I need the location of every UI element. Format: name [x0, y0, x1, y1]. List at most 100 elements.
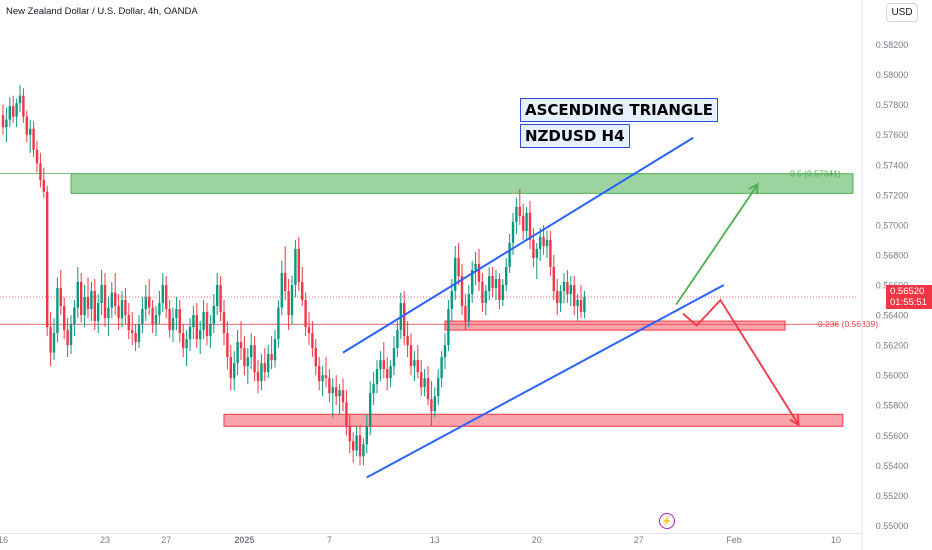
candle[interactable]: [556, 279, 559, 316]
candle[interactable]: [318, 357, 321, 391]
candle[interactable]: [457, 242, 460, 286]
candle[interactable]: [413, 351, 416, 382]
candle[interactable]: [219, 275, 222, 322]
candle[interactable]: [66, 318, 69, 358]
candle[interactable]: [250, 333, 253, 370]
candle[interactable]: [515, 197, 518, 234]
candle[interactable]: [209, 315, 212, 349]
candle[interactable]: [481, 272, 484, 313]
candle[interactable]: [454, 245, 457, 301]
candle[interactable]: [35, 140, 39, 173]
candle[interactable]: [416, 345, 419, 379]
candle[interactable]: [158, 291, 161, 325]
candle[interactable]: [120, 291, 124, 328]
candle[interactable]: [171, 307, 175, 343]
candle[interactable]: [277, 300, 280, 349]
candle[interactable]: [246, 348, 249, 385]
candle[interactable]: [508, 233, 511, 273]
candle[interactable]: [59, 269, 62, 316]
candle[interactable]: [202, 300, 205, 340]
candle[interactable]: [423, 369, 426, 397]
candle[interactable]: [382, 342, 385, 379]
candle[interactable]: [518, 188, 521, 225]
candle[interactable]: [525, 206, 528, 240]
projection-bullish[interactable]: [675, 183, 759, 306]
candle[interactable]: [328, 369, 331, 403]
candle[interactable]: [168, 300, 171, 338]
candle[interactable]: [314, 339, 317, 376]
candle[interactable]: [345, 390, 348, 436]
candle[interactable]: [137, 315, 141, 349]
candle[interactable]: [49, 312, 52, 367]
candle[interactable]: [494, 269, 498, 301]
candle[interactable]: [389, 360, 392, 388]
candle[interactable]: [15, 98, 18, 128]
candle[interactable]: [253, 336, 256, 382]
candle[interactable]: [175, 297, 178, 331]
candle[interactable]: [233, 351, 236, 391]
candle[interactable]: [294, 239, 297, 298]
candle[interactable]: [131, 312, 134, 346]
candle[interactable]: [559, 285, 562, 313]
candle[interactable]: [505, 257, 508, 292]
candle[interactable]: [127, 303, 130, 340]
candle[interactable]: [216, 272, 219, 316]
candle[interactable]: [501, 279, 504, 307]
candle[interactable]: [56, 277, 59, 343]
candle[interactable]: [460, 263, 464, 316]
candle[interactable]: [39, 152, 42, 188]
candle[interactable]: [440, 351, 443, 388]
candle[interactable]: [90, 282, 93, 322]
candle[interactable]: [307, 312, 311, 346]
candle[interactable]: [443, 333, 447, 370]
candle[interactable]: [154, 306, 158, 337]
candle[interactable]: [148, 279, 151, 316]
trend-lines[interactable]: [342, 136, 800, 479]
candle[interactable]: [178, 300, 181, 343]
candle[interactable]: [372, 372, 375, 406]
candle[interactable]: [273, 330, 277, 368]
candle[interactable]: [352, 432, 355, 463]
candle[interactable]: [409, 333, 413, 376]
candle[interactable]: [161, 272, 164, 313]
candle[interactable]: [379, 351, 382, 382]
candle[interactable]: [566, 269, 569, 304]
candle[interactable]: [151, 300, 154, 334]
candle[interactable]: [8, 97, 11, 128]
candle[interactable]: [362, 438, 365, 466]
candle[interactable]: [539, 227, 542, 261]
candle[interactable]: [144, 285, 147, 322]
candle[interactable]: [107, 297, 110, 337]
candle[interactable]: [243, 336, 246, 376]
annotation-symbol-label[interactable]: NZDUSD H4: [520, 124, 630, 148]
candle[interactable]: [355, 426, 358, 457]
candle[interactable]: [226, 321, 229, 370]
candle[interactable]: [528, 200, 532, 249]
projection-bearish[interactable]: [682, 298, 800, 426]
time-axis[interactable]: 16 23 27 2025 7 13 20 27 Feb 10: [0, 533, 862, 546]
candle[interactable]: [134, 324, 137, 352]
candle[interactable]: [583, 291, 586, 319]
candle[interactable]: [341, 378, 345, 412]
candle[interactable]: [12, 95, 15, 123]
candle[interactable]: [304, 292, 307, 337]
candle[interactable]: [270, 336, 273, 370]
candle[interactable]: [573, 275, 576, 316]
candle[interactable]: [212, 294, 215, 334]
candle[interactable]: [522, 203, 525, 240]
candle[interactable]: [42, 167, 45, 198]
candle[interactable]: [498, 272, 501, 310]
candle[interactable]: [46, 185, 49, 337]
candle[interactable]: [117, 294, 120, 331]
candle[interactable]: [474, 251, 477, 286]
candle[interactable]: [301, 266, 304, 307]
candle[interactable]: [348, 414, 351, 454]
candle[interactable]: [535, 242, 538, 279]
candle[interactable]: [263, 348, 266, 382]
candle[interactable]: [471, 260, 474, 304]
candle[interactable]: [365, 414, 368, 454]
candle[interactable]: [311, 321, 314, 358]
candle[interactable]: [430, 381, 433, 427]
support-zone[interactable]: [444, 320, 786, 331]
candle[interactable]: [396, 321, 399, 358]
